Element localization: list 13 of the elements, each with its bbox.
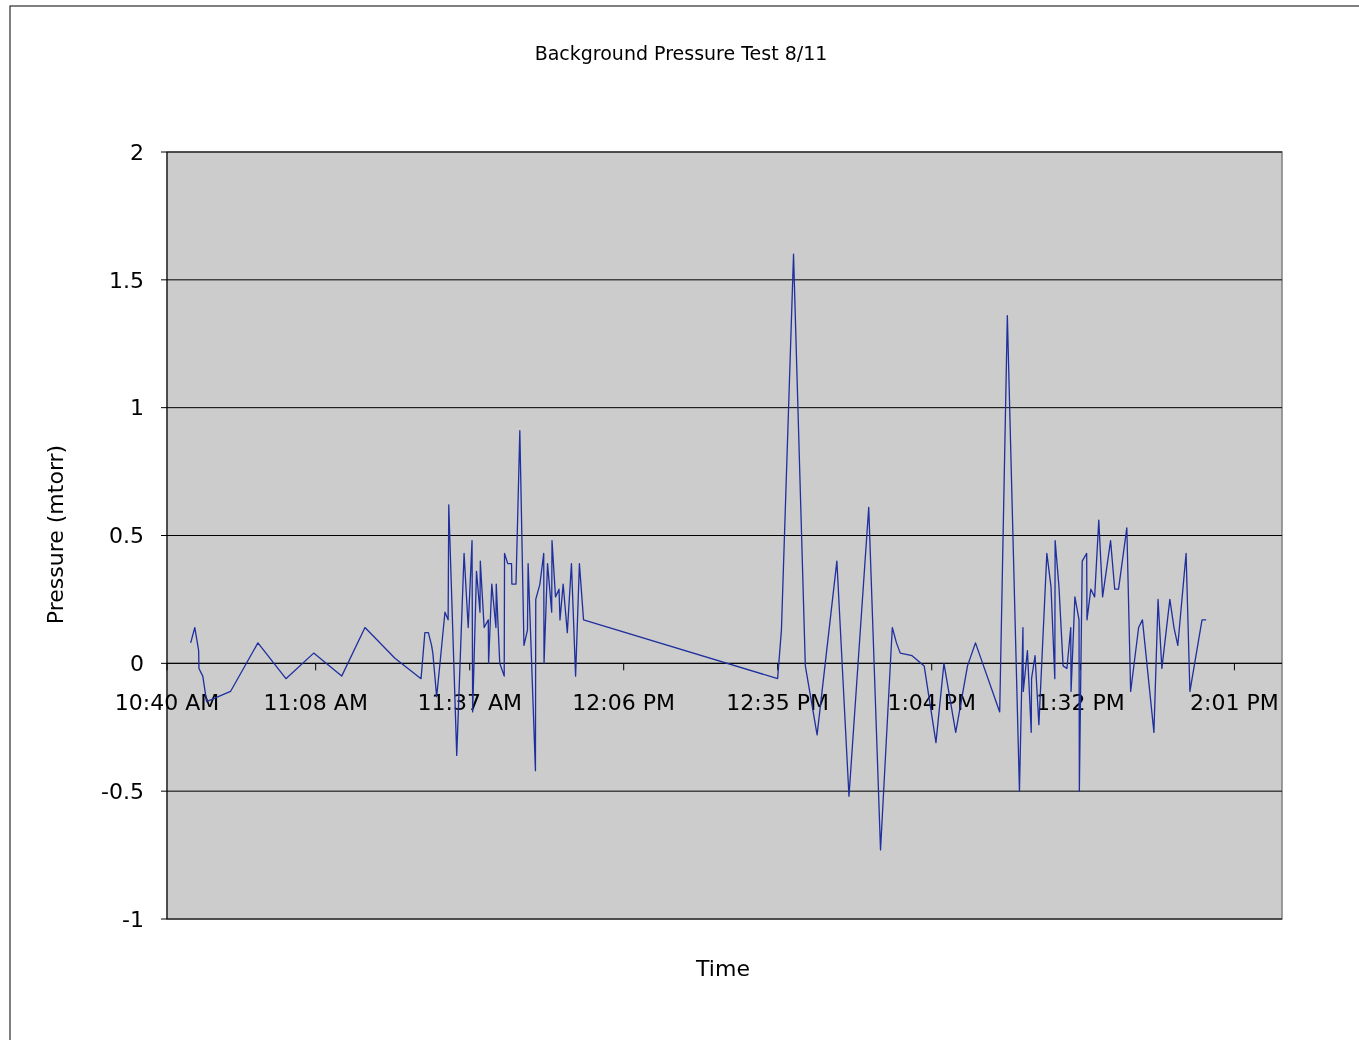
x-axis-title: Time: [695, 956, 750, 981]
y-tick-label: -1: [122, 906, 144, 932]
y-tick-label: 0: [130, 651, 144, 677]
y-tick-label: -0.5: [101, 778, 144, 804]
y-tick-label: 0.5: [109, 523, 144, 549]
y-tick-label: 2: [130, 139, 144, 165]
x-tick-label: 11:08 AM: [263, 690, 368, 716]
x-tick-label: 2:01 PM: [1190, 690, 1279, 716]
y-tick-label: 1: [130, 395, 144, 421]
chart-title: Background Pressure Test 8/11: [534, 42, 828, 64]
y-axis-title: Pressure (mtorr): [43, 444, 68, 625]
y-tick-label: 1.5: [109, 267, 144, 293]
x-tick-label: 12:06 PM: [572, 690, 676, 716]
